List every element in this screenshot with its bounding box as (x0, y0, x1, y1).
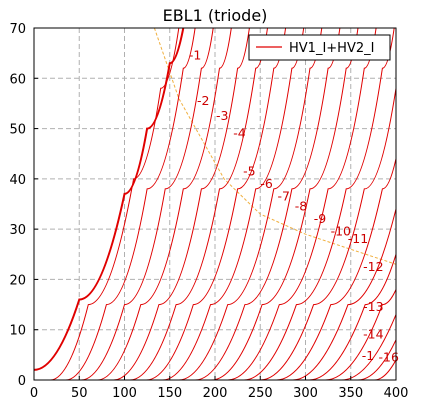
curve-grid-minus-16 (292, 208, 396, 380)
load-line-layer (153, 27, 397, 265)
x-tick-label: 0 (30, 386, 38, 401)
curve-label: -7 (278, 188, 290, 203)
curve-labels: -1 -2 -3 -4 -5 -6 -7 -8 -9 -10-11 -12 -13 -14 -1 -16 (189, 48, 399, 365)
curve-grid-minus-10 (195, 28, 341, 380)
curve-label: -1 (362, 348, 374, 363)
curve-grid-minus-12 (227, 28, 377, 380)
curve-grid-minus-15 (276, 158, 396, 380)
x-tick-label: 100 (112, 386, 137, 401)
curve-label: -8 (295, 199, 308, 214)
y-tick-label: 60 (9, 72, 26, 87)
axis-ticks: 0 50 100 150 200 250 300 350 400 0 10 20 30 40 50 60 70 (9, 22, 408, 401)
curve-label: -10 (331, 224, 351, 239)
curve-grid-minus-6 (129, 28, 268, 380)
curve-label: -16 (379, 349, 399, 364)
y-tick-label: 50 (9, 123, 26, 138)
curves (34, 28, 396, 380)
x-tick-label: 300 (293, 386, 318, 401)
curve-label: -11 (348, 231, 368, 246)
curve-grid-minus-19 (341, 314, 396, 380)
curve-grid-minus-17 (309, 254, 396, 380)
curve-label: -9 (314, 211, 327, 226)
curve-grid-minus-7 (146, 28, 287, 380)
y-tick-label: 20 (9, 273, 26, 288)
y-tick-label: 0 (18, 374, 26, 389)
curve-grid-minus-3 (81, 28, 214, 380)
curve-grid-minus-18 (325, 289, 396, 380)
curve-grid-minus-1 (50, 28, 180, 380)
curve-label: -5 (243, 163, 255, 178)
curve-grid-minus-14 (260, 88, 396, 380)
x-tick-label: 150 (157, 386, 182, 401)
curve-label: -14 (363, 327, 383, 342)
curve-label: -2 (197, 93, 209, 108)
curve-label: -13 (363, 299, 383, 314)
curve-label: -12 (363, 259, 383, 274)
curve-grid-minus-11 (211, 28, 359, 380)
curve-label: -3 (216, 108, 228, 123)
grid (34, 28, 396, 380)
load-line (153, 27, 397, 265)
curve-grid-minus-5 (113, 28, 250, 380)
x-tick-label: 50 (71, 386, 88, 401)
curve-grid-minus-2 (65, 28, 196, 380)
curve-grid-minus-13 (243, 28, 395, 380)
curve-grid-minus-8 (162, 28, 305, 380)
legend-label: HV1_I+HV2_I (289, 41, 374, 56)
curve-label: -4 (233, 126, 246, 141)
y-tick-label: 10 (9, 324, 26, 339)
curve-grid-minus-9 (178, 28, 323, 380)
curve-grid-minus-4 (97, 28, 232, 380)
x-tick-label: 400 (384, 386, 409, 401)
curve-label: -6 (260, 176, 273, 191)
y-tick-label: 30 (9, 223, 26, 238)
legend: HV1_I+HV2_I (248, 34, 391, 61)
chart-title: EBL1 (triode) (163, 6, 268, 25)
curve-grid-0 (34, 28, 185, 371)
y-tick-label: 70 (9, 22, 26, 37)
curve-label: -1 (189, 48, 201, 63)
x-tick-label: 350 (338, 386, 363, 401)
x-tick-label: 200 (203, 386, 228, 401)
y-tick-label: 40 (9, 173, 26, 188)
x-tick-label: 250 (248, 386, 273, 401)
